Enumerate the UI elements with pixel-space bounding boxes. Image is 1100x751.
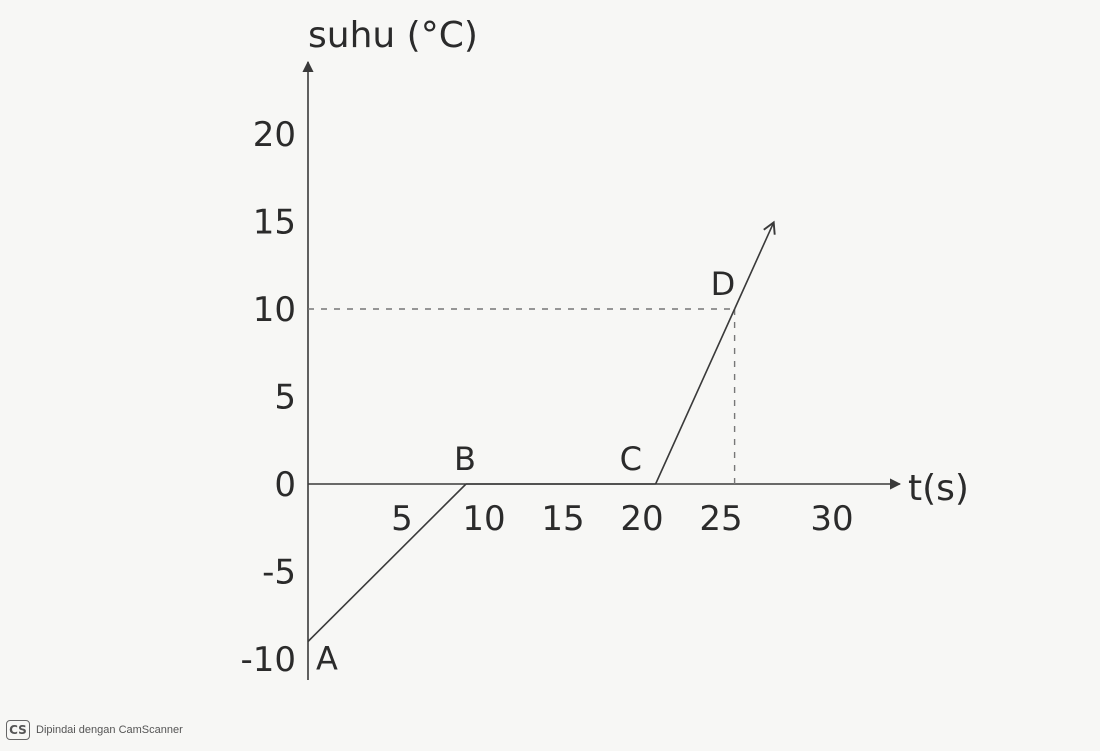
x-tick-label: 5 <box>391 499 413 539</box>
y-axis-title: suhu (°C) <box>308 15 478 56</box>
camscanner-logo-icon: CS <box>6 720 30 740</box>
segment-AB <box>307 483 467 643</box>
y-tick-label: 20 <box>253 115 296 155</box>
x-tick-label: 15 <box>541 499 584 539</box>
x-tick-label: 25 <box>699 499 742 539</box>
y-tick-label: 5 <box>274 378 296 418</box>
segment-continuation-arrow <box>733 220 776 310</box>
watermark-text: Dipindai dengan CamScanner <box>36 724 183 736</box>
y-tick-label: -10 <box>240 640 296 680</box>
x-tick-label: 30 <box>810 499 853 539</box>
x-tick-label: 20 <box>620 499 663 539</box>
point-label-b: B <box>454 440 476 478</box>
x-tick-label: 10 <box>462 499 505 539</box>
x-axis-title: t(s) <box>908 468 969 509</box>
camscanner-watermark: CS Dipindai dengan CamScanner <box>6 720 183 740</box>
y-tick-label: 10 <box>253 290 296 330</box>
segment-CD <box>654 308 736 485</box>
y-tick-label: -5 <box>262 553 296 593</box>
y-tick-label: 15 <box>253 203 296 243</box>
point-label-c: C <box>620 440 642 478</box>
y-tick-label: 0 <box>274 465 296 505</box>
point-label-d: D <box>711 265 736 303</box>
point-label-a: A <box>316 640 338 678</box>
